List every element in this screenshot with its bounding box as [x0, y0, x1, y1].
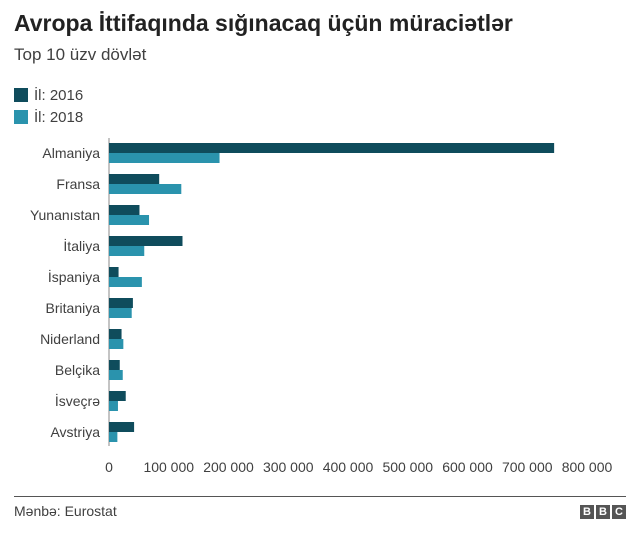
- bar-2016: [109, 422, 135, 432]
- category-label: Avstriya: [50, 424, 100, 440]
- category-label: Yunanıstan: [30, 207, 100, 223]
- x-tick-label: 200 000: [203, 459, 254, 475]
- x-tick-label: 800 000: [562, 459, 613, 475]
- bar-2018: [109, 277, 142, 287]
- chart-title: Avropa İttifaqında sığınacaq üçün müraci…: [14, 10, 513, 36]
- x-tick-label: 0: [105, 459, 113, 475]
- bar-2018: [109, 246, 145, 256]
- bar-2018: [109, 184, 182, 194]
- bar-2016: [109, 298, 133, 308]
- category-label: İspaniya: [48, 268, 100, 285]
- bar-2016: [109, 174, 160, 184]
- legend-item-2018: İl: 2018: [14, 106, 83, 128]
- footer-divider: [14, 496, 626, 497]
- x-tick-label: 100 000: [143, 459, 194, 475]
- bar-2018: [109, 153, 220, 163]
- category-label: Niderland: [40, 331, 100, 347]
- x-tick-label: 400 000: [323, 459, 374, 475]
- legend-item-2016: İl: 2016: [14, 84, 83, 106]
- legend-label-2018: İl: 2018: [34, 108, 84, 126]
- bar-2018: [109, 432, 118, 442]
- bbc-logo: B B C: [580, 505, 626, 519]
- category-label: İtaliya: [63, 237, 100, 254]
- bar-2016: [109, 236, 183, 246]
- bar-2018: [109, 401, 118, 411]
- legend-swatch-2016: [14, 88, 28, 102]
- bar-2016: [109, 360, 120, 370]
- chart-subtitle: Top 10 üzv dövlət: [14, 45, 147, 64]
- bar-2018: [109, 308, 132, 318]
- x-tick-label: 600 000: [442, 459, 493, 475]
- legend-swatch-2018: [14, 110, 28, 124]
- bar-2016: [109, 267, 119, 277]
- bar-2018: [109, 215, 150, 225]
- category-label: Fransa: [56, 176, 100, 192]
- legend: İl: 2016 İl: 2018: [14, 84, 83, 128]
- x-tick-label: 700 000: [502, 459, 553, 475]
- bar-2016: [109, 329, 122, 339]
- category-label: Belçika: [55, 362, 100, 378]
- bar-2018: [109, 339, 124, 349]
- legend-label-2016: İl: 2016: [34, 86, 84, 104]
- bar-2016: [109, 391, 126, 401]
- bbc-logo-letter: B: [596, 505, 610, 519]
- bar-2018: [109, 370, 123, 380]
- source-note: Mənbə: Eurostat: [14, 503, 117, 519]
- bbc-logo-letter: B: [580, 505, 594, 519]
- category-label: Almaniya: [42, 145, 100, 161]
- category-label: Britaniya: [46, 300, 101, 316]
- x-tick-label: 300 000: [263, 459, 314, 475]
- bar-2016: [109, 205, 140, 215]
- category-label: İsveçrə: [55, 392, 100, 409]
- x-tick-label: 500 000: [382, 459, 433, 475]
- bar-2016: [109, 143, 555, 153]
- bbc-logo-letter: C: [612, 505, 626, 519]
